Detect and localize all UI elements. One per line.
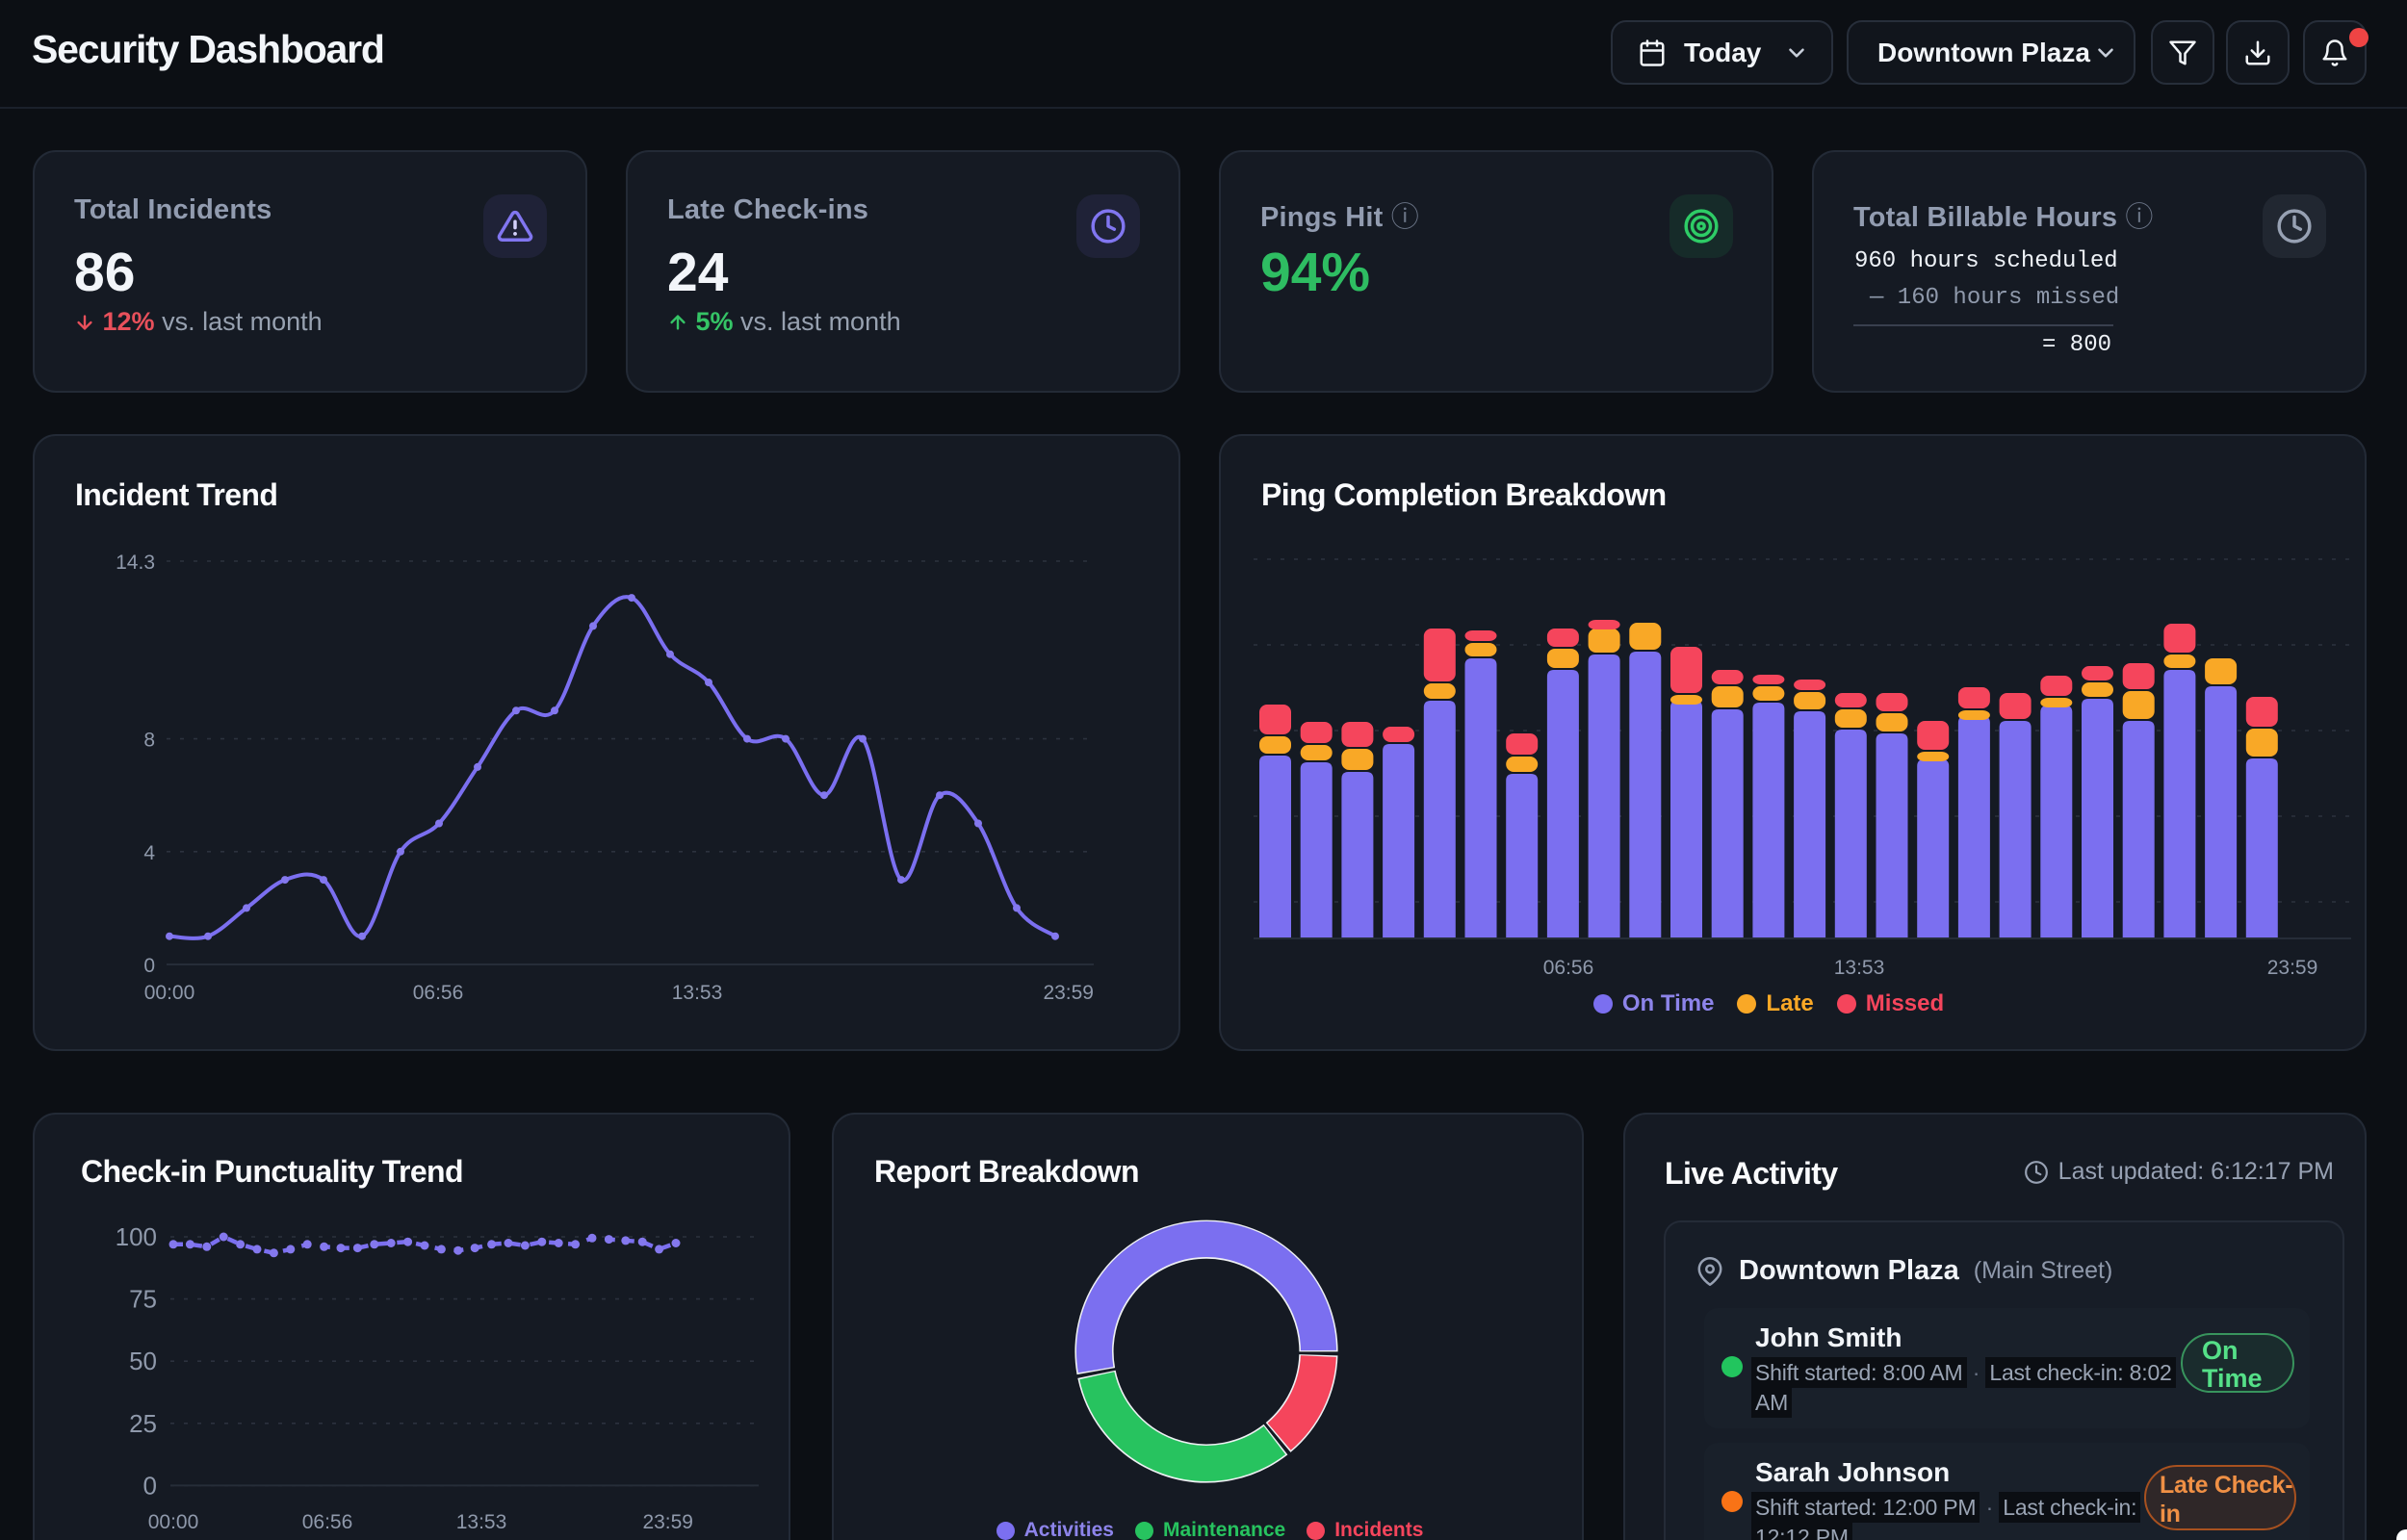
svg-text:0: 0: [143, 955, 155, 977]
svg-text:23:59: 23:59: [1043, 982, 1094, 1004]
svg-text:13:53: 13:53: [1834, 957, 1885, 979]
svg-text:14.3: 14.3: [116, 552, 155, 574]
svg-text:8: 8: [143, 730, 155, 752]
svg-text:00:00: 00:00: [144, 982, 195, 1004]
svg-text:75: 75: [129, 1285, 157, 1314]
svg-text:50: 50: [129, 1347, 157, 1375]
svg-text:06:56: 06:56: [413, 982, 464, 1004]
svg-text:06:56: 06:56: [302, 1511, 353, 1533]
svg-text:23:59: 23:59: [2267, 957, 2318, 979]
svg-text:13:53: 13:53: [672, 982, 723, 1004]
svg-text:00:00: 00:00: [148, 1511, 199, 1533]
svg-text:4: 4: [143, 842, 155, 864]
svg-text:100: 100: [116, 1222, 157, 1251]
svg-text:13:53: 13:53: [456, 1511, 507, 1533]
svg-text:0: 0: [143, 1471, 157, 1500]
svg-text:25: 25: [129, 1409, 157, 1438]
svg-text:23:59: 23:59: [642, 1511, 693, 1533]
svg-text:06:56: 06:56: [1543, 957, 1594, 979]
